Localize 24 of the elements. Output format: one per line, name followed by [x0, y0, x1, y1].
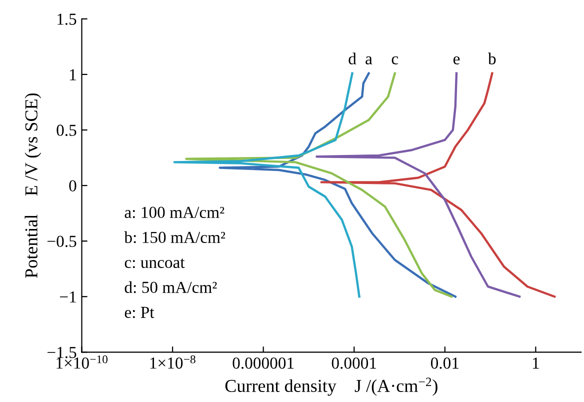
- x-tick-label: 0.000001: [232, 357, 294, 369]
- annotation: d: 50 mA/cm²: [124, 281, 217, 294]
- x-tick-label: 0.01: [430, 357, 458, 369]
- x-tick-label: 0.0001: [332, 357, 376, 369]
- x-axis-title: Current density J /(A·cm$^{−2}$): [225, 378, 438, 396]
- annotation: a: 100 mA/cm²: [124, 206, 224, 218]
- annotation: e: Pt: [124, 306, 154, 318]
- y-tick-label: 1.5: [58, 14, 76, 25]
- series-label: b: [488, 52, 496, 64]
- y-tick-label: −1: [60, 291, 76, 302]
- annotation: b: 150 mA/cm²: [124, 231, 226, 244]
- series-label: d: [348, 52, 356, 64]
- y-tick-label: −0.5: [48, 236, 76, 248]
- series-label: a: [366, 56, 372, 64]
- series-label: e: [453, 56, 460, 64]
- series-label: c: [392, 56, 398, 64]
- annotation: c: uncoat: [124, 258, 185, 268]
- y-tick-label: 1: [70, 69, 76, 80]
- y-tick-label: −1.5: [48, 346, 76, 358]
- x-tick-label: 1×10$^{−8}$: [150, 355, 196, 369]
- y-tick-label: 0.5: [56, 124, 76, 136]
- y-tick-label: 0: [69, 180, 76, 192]
- x-tick-label: 1: [532, 358, 539, 369]
- y-axis-title: Potential E /V (vs SCE): [24, 93, 42, 278]
